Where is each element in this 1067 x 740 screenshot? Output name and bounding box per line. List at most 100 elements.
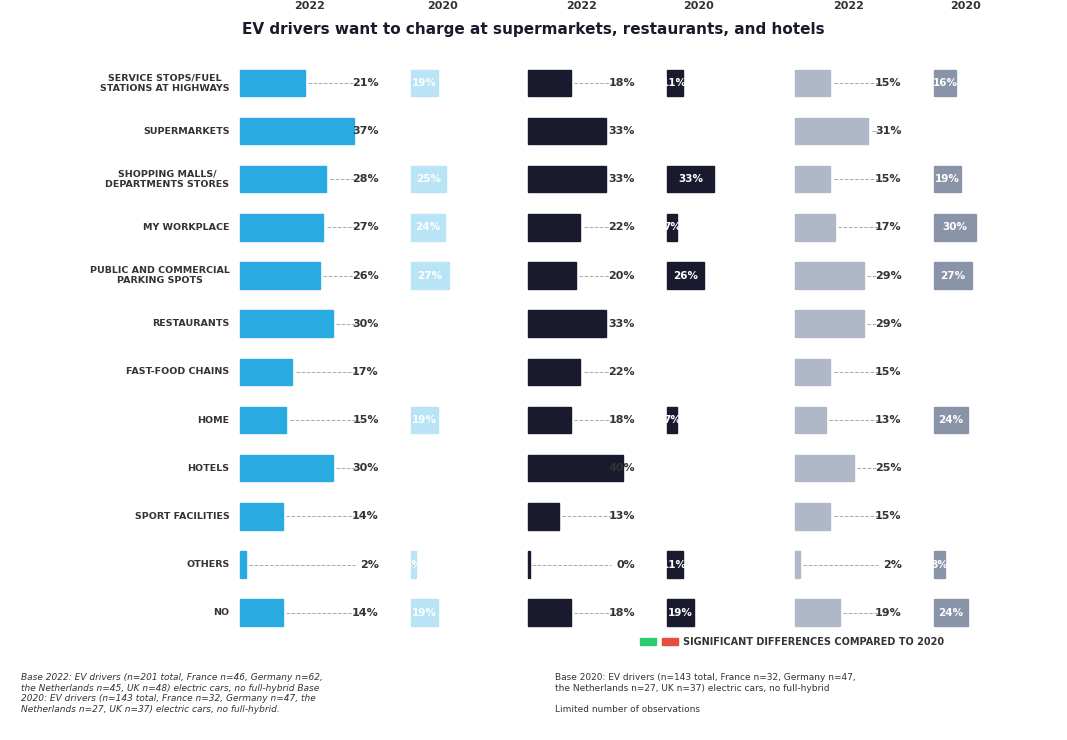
Bar <box>411 551 416 578</box>
Text: PUBLIC AND COMMERCIAL
PARKING SPOTS: PUBLIC AND COMMERCIAL PARKING SPOTS <box>90 266 229 285</box>
Text: 40%: 40% <box>608 463 635 473</box>
Text: 14%: 14% <box>352 608 379 618</box>
Text: 24%: 24% <box>415 223 441 232</box>
Bar <box>934 214 976 240</box>
Bar <box>528 311 606 337</box>
Text: 2020: 2020 <box>684 1 714 10</box>
Text: NO: NO <box>213 608 229 617</box>
Bar <box>528 455 623 482</box>
Bar <box>795 455 855 482</box>
Bar <box>934 166 960 192</box>
Bar <box>240 70 305 96</box>
Bar <box>411 407 437 434</box>
Bar <box>662 638 678 645</box>
Text: 16%: 16% <box>933 78 957 88</box>
Text: 4%: 4% <box>404 559 423 570</box>
Bar <box>795 262 863 289</box>
Text: 29%: 29% <box>875 271 902 280</box>
Bar <box>240 311 333 337</box>
Bar <box>240 214 323 240</box>
Text: 19%: 19% <box>412 608 436 618</box>
Text: 26%: 26% <box>673 271 698 280</box>
Text: 33%: 33% <box>678 174 703 184</box>
Text: 37%: 37% <box>352 126 379 136</box>
Text: SHOPPING MALLS/
DEPARTMENTS STORES: SHOPPING MALLS/ DEPARTMENTS STORES <box>106 169 229 189</box>
Text: EV drivers want to charge at supermarkets, restaurants, and hotels: EV drivers want to charge at supermarket… <box>242 22 825 37</box>
Text: Base 2022: EV drivers (n=201 total, France n=46, Germany n=62,
the Netherlands n: Base 2022: EV drivers (n=201 total, Fran… <box>21 673 323 713</box>
Bar <box>640 638 656 645</box>
Text: 18%: 18% <box>608 415 635 425</box>
Bar <box>528 503 559 530</box>
Text: 17%: 17% <box>875 223 902 232</box>
Text: 14%: 14% <box>352 511 379 522</box>
Bar <box>667 166 714 192</box>
Bar <box>795 599 840 626</box>
Bar <box>934 70 956 96</box>
Bar <box>240 118 354 144</box>
Text: 15%: 15% <box>875 174 902 184</box>
Bar <box>667 262 704 289</box>
Bar <box>795 118 869 144</box>
Text: 11%: 11% <box>663 78 687 88</box>
Text: 15%: 15% <box>875 78 902 88</box>
Text: 27%: 27% <box>940 271 966 280</box>
Text: RESTAURANTS: RESTAURANTS <box>153 319 229 329</box>
Text: 26%: 26% <box>352 271 379 280</box>
Text: 20%: 20% <box>608 271 635 280</box>
Text: 2022: 2022 <box>294 1 324 10</box>
Bar <box>934 599 968 626</box>
Bar <box>528 70 571 96</box>
Text: 2020: 2020 <box>951 1 981 10</box>
Text: HOTELS: HOTELS <box>188 464 229 473</box>
Text: 29%: 29% <box>875 319 902 329</box>
Bar <box>528 551 530 578</box>
Bar <box>411 262 449 289</box>
Bar <box>240 166 327 192</box>
Bar <box>240 599 283 626</box>
Text: 33%: 33% <box>608 174 635 184</box>
Bar <box>528 214 580 240</box>
Bar <box>528 407 571 434</box>
Bar <box>667 214 676 240</box>
Text: 2%: 2% <box>882 559 902 570</box>
Bar <box>528 359 580 385</box>
Bar <box>240 359 292 385</box>
Text: 7%: 7% <box>663 223 681 232</box>
Bar <box>411 599 437 626</box>
Bar <box>528 262 575 289</box>
Bar <box>528 166 606 192</box>
Text: 21%: 21% <box>352 78 379 88</box>
Bar <box>240 551 246 578</box>
Text: 8%: 8% <box>930 559 949 570</box>
Bar <box>667 70 683 96</box>
Text: 27%: 27% <box>352 223 379 232</box>
Bar <box>528 118 606 144</box>
Text: 2022: 2022 <box>567 1 596 10</box>
Text: 27%: 27% <box>417 271 443 280</box>
Text: Base 2020: EV drivers (n=143 total, France n=32, Germany n=47,
the Netherlands n: Base 2020: EV drivers (n=143 total, Fran… <box>555 673 856 713</box>
Bar <box>934 551 945 578</box>
Text: SERVICE STOPS/FUEL
STATIONS AT HIGHWAYS: SERVICE STOPS/FUEL STATIONS AT HIGHWAYS <box>100 73 229 92</box>
Text: 19%: 19% <box>935 174 959 184</box>
Text: 2%: 2% <box>360 559 379 570</box>
Text: HOME: HOME <box>197 416 229 425</box>
Bar <box>795 359 830 385</box>
Text: FAST-FOOD CHAINS: FAST-FOOD CHAINS <box>126 367 229 377</box>
Text: 17%: 17% <box>352 367 379 377</box>
Text: 33%: 33% <box>608 319 635 329</box>
Text: 24%: 24% <box>938 415 964 425</box>
Text: 19%: 19% <box>875 608 902 618</box>
Bar <box>934 262 972 289</box>
Bar <box>411 214 445 240</box>
Bar <box>667 551 683 578</box>
Bar <box>240 455 333 482</box>
Text: 24%: 24% <box>938 608 964 618</box>
Text: 19%: 19% <box>668 608 692 618</box>
Text: 15%: 15% <box>875 367 902 377</box>
Text: 22%: 22% <box>608 223 635 232</box>
Text: 25%: 25% <box>416 174 441 184</box>
Bar <box>795 166 830 192</box>
Text: 31%: 31% <box>875 126 902 136</box>
Text: 18%: 18% <box>608 608 635 618</box>
Text: 0%: 0% <box>616 559 635 570</box>
